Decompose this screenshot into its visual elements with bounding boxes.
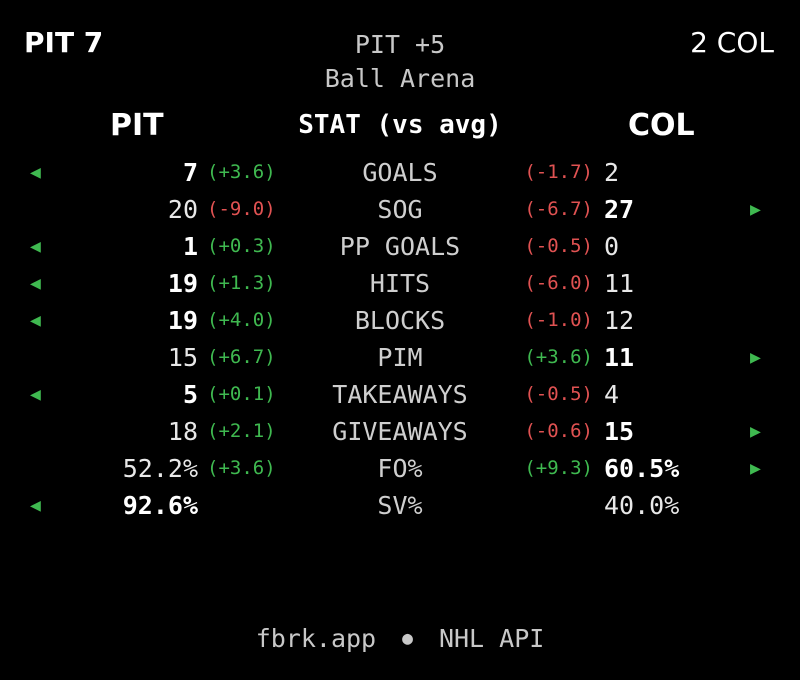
leader-arrow-right-icon: ▶ [750,199,761,220]
pit-value: 20 [167,195,198,224]
away-team-score: PIT 7 [24,26,104,59]
stat-row: ◀ 5 (+0.1) TAKEAWAYS (-0.5) 4 [0,376,800,413]
pit-delta: (+1.3) [207,272,276,294]
pit-delta: (-9.0) [207,198,276,220]
col-value: 11 [604,343,635,372]
pit-value: 19 [167,306,198,335]
stat-label: PP GOALS [339,232,461,261]
stat-row: ◀ 92.6% SV% 40.0% [0,487,800,524]
pit-delta: (+2.1) [207,420,276,442]
leader-arrow-right-icon: ▶ [750,421,761,442]
stat-label: FO% [377,454,423,483]
leader-arrow-left-icon: ◀ [30,310,41,331]
leader-arrow-left-icon: ◀ [30,495,41,516]
stat-label: SV% [377,491,423,520]
col-value: 12 [604,306,635,335]
col-delta: (-1.0) [524,309,593,331]
col-delta: (-0.6) [524,420,593,442]
leader-arrow-right-icon: ▶ [750,347,761,368]
leader-arrow-right-icon: ▶ [750,458,761,479]
pit-delta: (+0.1) [207,383,276,405]
pit-delta: (+6.7) [207,346,276,368]
col-value: 40.0% [604,491,680,520]
stat-label: GOALS [362,158,438,187]
leader-arrow-left-icon: ◀ [30,384,41,405]
pit-value: 52.2% [122,454,198,483]
footer: fbrk.app ● NHL API [0,624,800,653]
home-team-score: 2 COL [690,26,774,59]
col-value: 11 [604,269,635,298]
leader-arrow-left-icon: ◀ [30,162,41,183]
col-value: 15 [604,417,635,446]
stat-row: ◀ 1 (+0.3) PP GOALS (-0.5) 0 [0,228,800,265]
pit-delta: (+0.3) [207,235,276,257]
stat-label: TAKEAWAYS [332,380,468,409]
venue-label: Ball Arena [324,64,476,93]
pit-value: 92.6% [122,491,198,520]
col-delta: (-6.0) [524,272,593,294]
footer-site: fbrk.app [255,624,377,653]
column-header-stat: STAT (vs avg) [298,110,502,140]
col-delta: (-6.7) [524,198,593,220]
pit-value: 5 [182,380,198,409]
stat-row: 15 (+6.7) PIM (+3.6) 11 ▶ [0,339,800,376]
stat-label: GIVEAWAYS [332,417,468,446]
stat-label: BLOCKS [354,306,446,335]
stat-label: HITS [369,269,431,298]
col-delta: (-0.5) [524,383,593,405]
col-value: 60.5% [604,454,680,483]
stat-row: 20 (-9.0) SOG (-6.7) 27 ▶ [0,191,800,228]
pit-value: 18 [167,417,198,446]
col-value: 4 [604,380,620,409]
stat-row: ◀ 19 (+1.3) HITS (-6.0) 11 [0,265,800,302]
col-delta: (+3.6) [524,346,593,368]
separator-dot-icon: ● [402,628,413,649]
pit-value: 15 [167,343,198,372]
stat-row: 52.2% (+3.6) FO% (+9.3) 60.5% ▶ [0,450,800,487]
stat-label: PIM [377,343,423,372]
stat-row: 18 (+2.1) GIVEAWAYS (-0.6) 15 ▶ [0,413,800,450]
pit-value: 7 [182,158,198,187]
leader-arrow-left-icon: ◀ [30,236,41,257]
pit-delta: (+4.0) [207,309,276,331]
col-value: 2 [604,158,620,187]
col-delta: (+9.3) [524,457,593,479]
pit-value: 19 [167,269,198,298]
leader-arrow-left-icon: ◀ [30,273,41,294]
spread-label: PIT +5 [354,30,446,59]
stat-row: ◀ 7 (+3.6) GOALS (-1.7) 2 [0,154,800,191]
col-value: 27 [604,195,635,224]
footer-source: NHL API [438,624,545,653]
col-value: 0 [604,232,620,261]
column-header-col: COL [628,108,695,143]
pit-delta: (+3.6) [207,457,276,479]
stat-label: SOG [377,195,423,224]
pit-delta: (+3.6) [207,161,276,183]
col-delta: (-0.5) [524,235,593,257]
pit-value: 1 [182,232,198,261]
col-delta: (-1.7) [524,161,593,183]
column-header-pit: PIT [110,108,164,143]
stat-row: ◀ 19 (+4.0) BLOCKS (-1.0) 12 [0,302,800,339]
